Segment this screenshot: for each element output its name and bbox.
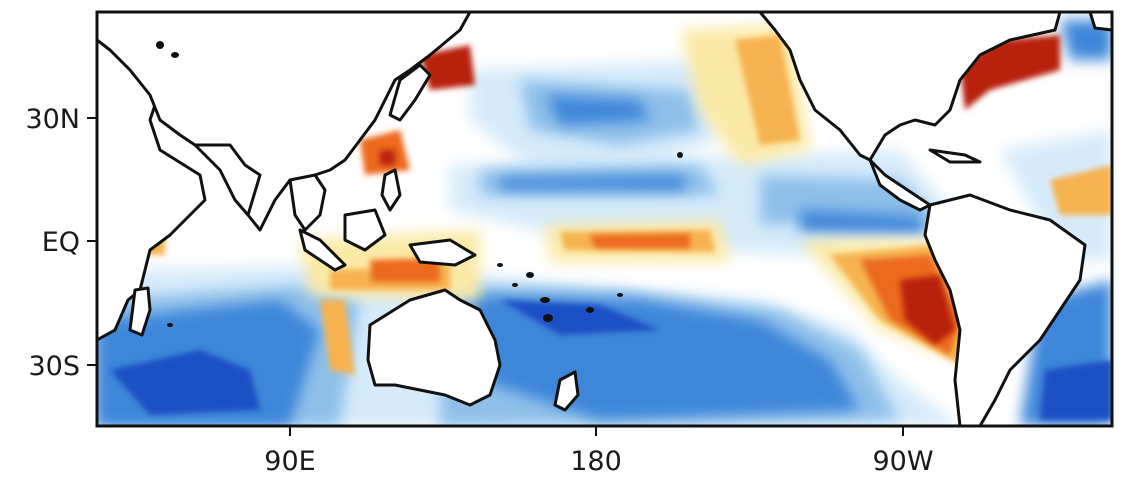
island xyxy=(171,52,179,58)
land-north-america xyxy=(758,12,1062,162)
anomaly-ne-pacific-warm xyxy=(735,35,800,145)
island xyxy=(617,293,623,297)
island xyxy=(512,283,518,287)
map-panel xyxy=(97,12,1112,426)
land-philippines xyxy=(380,168,402,212)
landmasses xyxy=(97,12,1112,426)
island xyxy=(540,297,550,303)
x-tick-label-90w: 90W xyxy=(872,446,933,477)
anomaly-eq-pacific-hot xyxy=(590,234,690,248)
y-axis: 30N EQ 30S xyxy=(25,104,97,382)
island xyxy=(586,307,594,313)
y-tick-label-30n: 30N xyxy=(25,104,80,135)
land-borneo xyxy=(343,208,387,252)
island xyxy=(156,41,164,49)
land-japan xyxy=(388,63,432,122)
island xyxy=(677,152,683,158)
y-tick-label-30s: 30S xyxy=(29,351,81,382)
island xyxy=(167,323,173,327)
land-southeast-asia xyxy=(288,173,327,232)
anomaly-south-atlantic-strong xyxy=(1040,360,1112,420)
land-madagascar xyxy=(128,286,152,337)
x-tick-label-180: 180 xyxy=(570,446,622,477)
land-cuba xyxy=(928,148,982,164)
land-south-america xyxy=(923,193,1087,426)
anomaly-south-indian-strong xyxy=(110,350,260,415)
land-new-guinea xyxy=(408,238,477,267)
island xyxy=(497,263,503,267)
anomaly-south-pacific-strong xyxy=(500,300,660,335)
island xyxy=(526,272,534,278)
anomaly-indonesia-hot xyxy=(370,258,440,282)
map-frame xyxy=(95,10,1114,428)
land-india xyxy=(193,143,262,217)
land-australia xyxy=(366,288,502,407)
anomaly-north-atlantic xyxy=(1060,20,1112,60)
small-islands xyxy=(156,41,683,327)
anomaly-nw-pacific-very-hot xyxy=(420,45,475,90)
land-greenland-edge xyxy=(1088,12,1112,32)
land-new-zealand xyxy=(553,370,580,412)
anomaly-north-pacific-blob xyxy=(545,95,650,125)
anomaly-atlantic-warm xyxy=(1050,165,1112,215)
x-tick-label-90e: 90E xyxy=(264,446,315,477)
y-tick-label-eq: EQ xyxy=(42,227,80,258)
land-sumatra xyxy=(298,228,347,272)
anomaly-peru-very-hot xyxy=(900,275,955,345)
anomaly-east-pacific-band xyxy=(800,210,930,235)
anomaly-eq-band xyxy=(500,175,690,190)
anomaly-west-australia-warm xyxy=(320,300,355,375)
island xyxy=(543,314,553,322)
x-axis: 90E 180 90W xyxy=(264,426,934,477)
anomaly-japan-very-hot xyxy=(380,150,395,165)
